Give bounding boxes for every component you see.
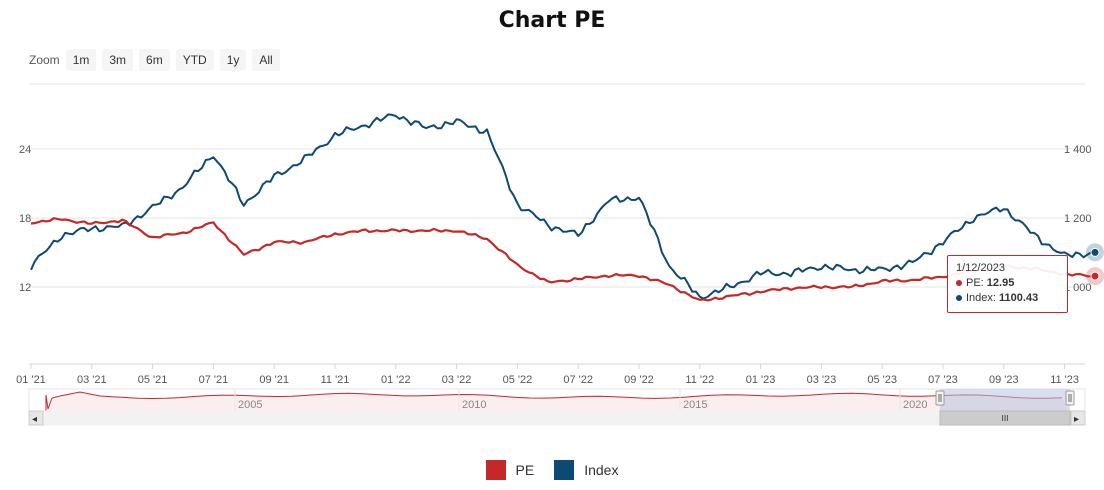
scrollbar-track — [28, 410, 1086, 426]
x-tick-label: 05 '23 — [867, 374, 897, 386]
navigator-tick-label: 2005 — [238, 399, 262, 411]
left-tick-label: 18 — [19, 213, 31, 225]
legend-label-index: Index — [584, 462, 619, 478]
scrollbar-thumb — [939, 410, 1071, 426]
navigator-handle — [935, 390, 945, 406]
x-tick-label: 07 '21 — [199, 374, 229, 386]
legend-item-pe[interactable]: PE — [485, 460, 535, 480]
legend-swatch-pe — [485, 460, 506, 480]
x-tick-label: 01 '22 — [381, 374, 411, 386]
navigator-series-line — [45, 391, 1063, 411]
navigator-tick-label: 2020 — [903, 399, 927, 411]
chart-grid — [29, 83, 1085, 365]
chart-title: Chart PE — [498, 8, 606, 33]
x-tick-label: 09 '22 — [624, 374, 654, 386]
series-line-index — [30, 113, 1096, 300]
x-tick-label: 11 '21 — [321, 374, 350, 386]
x-tick-label: 09 '21 — [259, 374, 289, 386]
x-tick-label: 11 '22 — [685, 374, 714, 386]
right-tick-label: 1 000 — [1064, 282, 1092, 294]
tooltip-index-label: Index: — [966, 292, 996, 304]
tooltip-date: 1/12/2023 — [956, 262, 1005, 274]
scrollbar-right-arrow: ▸ — [1074, 414, 1079, 425]
right-tick-label: 1 200 — [1064, 213, 1092, 225]
index-hover-point — [1090, 247, 1100, 257]
tooltip-pe-label: PE: — [966, 277, 984, 289]
x-tick-label: 01 '21 — [16, 374, 46, 386]
left-tick-label: 24 — [19, 144, 31, 156]
x-tick-label: 03 '22 — [442, 374, 472, 386]
series-layer — [30, 113, 1096, 302]
scrollbar-left-arrow: ◂ — [32, 414, 37, 425]
legend-swatch-index — [554, 460, 575, 480]
x-tick-label: 03 '23 — [807, 374, 837, 386]
zoom-3m-button[interactable]: 3m — [102, 49, 134, 71]
chart-tooltip: 1/12/2023 PE: 12.95 Index: 1100.43 — [947, 255, 1068, 313]
tooltip-pe-row: PE: 12.95 — [956, 276, 1059, 291]
tooltip-index-value: 1100.43 — [999, 292, 1039, 304]
navigator[interactable]: 2005 2010 2015 2020 — [28, 388, 1086, 412]
navigator-selection — [940, 389, 1070, 411]
zoom-bar: Zoom 1m 3m 6m YTD 1y All — [29, 49, 286, 71]
scrollbar[interactable]: ◂ ▸ III — [28, 410, 1086, 426]
zoom-6m-button[interactable]: 6m — [139, 49, 170, 71]
zoom-label: Zoom — [29, 53, 60, 67]
x-tick-label: 09 '23 — [989, 374, 1019, 386]
scrollbar-grip: III — [1001, 414, 1008, 423]
zoom-ytd-button[interactable]: YTD — [175, 49, 214, 71]
left-tick-label: 12 — [19, 282, 31, 294]
pe-hover-point — [1090, 271, 1100, 281]
tooltip-pe-dot — [956, 280, 962, 287]
left-axis: 12 18 24 — [19, 144, 31, 294]
right-tick-label: 1 400 — [1064, 144, 1092, 156]
pe-index-chart[interactable]: 12 18 24 1 000 1 200 1 400 01 '21 03 '21 05 '2… — [0, 0, 1104, 440]
tooltip-index-dot — [956, 295, 962, 302]
hover-markers — [1086, 243, 1104, 286]
chart-legend: PE Index — [0, 460, 1104, 480]
navigator-tick-label: 2015 — [683, 399, 707, 411]
navigator-tick-label: 2010 — [462, 399, 486, 411]
x-tick-label: 07 '22 — [563, 374, 593, 386]
zoom-all-button[interactable]: All — [252, 49, 280, 71]
navigator-handle — [1065, 390, 1075, 406]
right-axis: 1 000 1 200 1 400 — [1064, 144, 1092, 294]
x-axis: 01 '21 03 '21 05 '21 07 '21 09 '21 11 '21 01 '… — [16, 364, 1079, 386]
zoom-1m-button[interactable]: 1m — [65, 49, 97, 71]
navigator-series-fill — [46, 392, 1068, 411]
scrollbar-left-button — [28, 410, 44, 426]
x-tick-label: 11 '23 — [1050, 374, 1079, 386]
x-tick-label: 07 '23 — [928, 374, 958, 386]
tooltip-pe-value: 12.95 — [986, 277, 1015, 289]
x-tick-label: 01 '23 — [746, 374, 776, 386]
legend-label-pe: PE — [515, 462, 535, 478]
plot-area — [29, 84, 1085, 364]
zoom-1y-button[interactable]: 1y — [219, 49, 247, 71]
series-line-pe — [30, 217, 1096, 302]
legend-item-index[interactable]: Index — [554, 460, 618, 480]
tooltip-index-row: Index: 1100.43 — [956, 291, 1059, 306]
x-tick-label: 05 '21 — [138, 374, 168, 386]
scrollbar-right-button — [1070, 410, 1086, 426]
x-tick-label: 03 '21 — [77, 374, 107, 386]
x-tick-label: 05 '22 — [503, 374, 533, 386]
